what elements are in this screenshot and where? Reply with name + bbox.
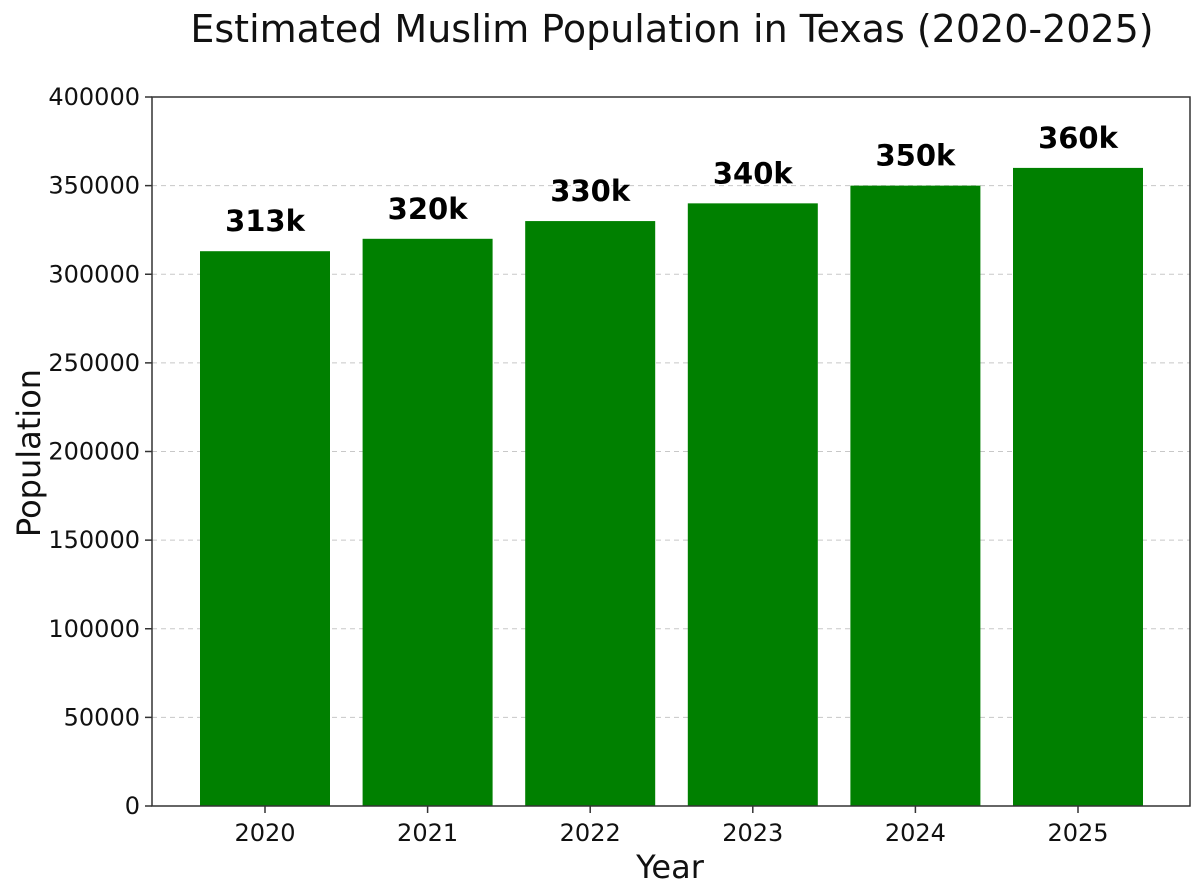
data-label-2023: 340k	[713, 156, 794, 190]
bar-2023	[687, 203, 818, 807]
y-tick-label: 400000	[48, 83, 140, 111]
data-label-2025: 360k	[1038, 121, 1119, 155]
chart-title: Estimated Muslim Population in Texas (20…	[190, 7, 1153, 51]
y-axis-ticks: 0 50000 100000 150000 200000 250000 300000 3500…	[48, 83, 152, 820]
bar-2024	[850, 185, 981, 806]
x-tick-label-2024: 2024	[885, 819, 946, 847]
data-labels: 313k 320k 330k 340k 350k 360k	[225, 121, 1119, 238]
x-tick-label-2025: 2025	[1047, 819, 1108, 847]
y-axis-label: Population	[10, 369, 48, 537]
y-tick-label: 0	[125, 792, 140, 820]
x-axis-label: Year	[635, 848, 705, 886]
x-tick-label-2022: 2022	[560, 819, 621, 847]
bar-2025	[1013, 167, 1143, 806]
bars	[200, 167, 1143, 807]
y-tick-label: 200000	[48, 438, 140, 466]
data-label-2022: 330k	[550, 174, 631, 208]
data-label-2021: 320k	[388, 192, 469, 226]
bar-2022	[525, 221, 656, 806]
bar-2021	[362, 238, 493, 807]
y-tick-label: 50000	[64, 703, 140, 731]
x-tick-label-2020: 2020	[234, 819, 295, 847]
data-label-2020: 313k	[225, 204, 306, 238]
data-label-2024: 350k	[875, 139, 956, 173]
y-tick-label: 250000	[48, 349, 140, 377]
bar-2020	[200, 251, 330, 806]
x-tick-label-2023: 2023	[722, 819, 783, 847]
x-tick-label-2021: 2021	[397, 819, 458, 847]
y-tick-label: 350000	[48, 172, 140, 200]
x-axis-ticks: 2020 2021 2022 2023 2024 2025	[234, 806, 1109, 847]
y-tick-label: 100000	[48, 615, 140, 643]
y-tick-label: 300000	[48, 260, 140, 288]
y-tick-label: 150000	[48, 526, 140, 554]
